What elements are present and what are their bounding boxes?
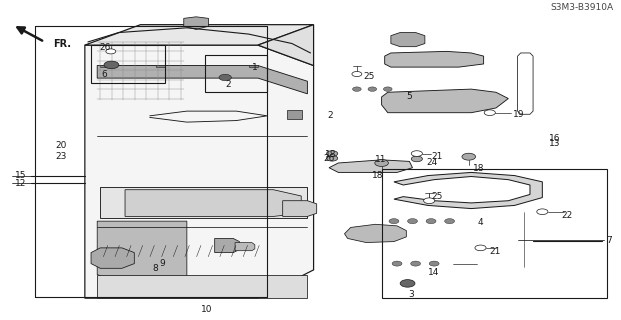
Circle shape [424, 198, 435, 204]
Text: 16: 16 [548, 134, 560, 143]
Text: 3: 3 [408, 290, 414, 299]
Circle shape [445, 219, 455, 224]
Text: 21: 21 [431, 152, 442, 161]
Circle shape [426, 219, 436, 224]
Text: 24: 24 [427, 157, 438, 166]
Circle shape [462, 153, 476, 160]
Text: 18: 18 [325, 150, 337, 159]
Polygon shape [381, 89, 509, 113]
Circle shape [353, 87, 361, 91]
Polygon shape [394, 172, 542, 209]
Text: 2: 2 [225, 80, 231, 89]
Circle shape [411, 151, 422, 156]
Circle shape [411, 156, 422, 162]
Polygon shape [97, 66, 307, 94]
Text: 11: 11 [376, 155, 387, 164]
Text: S3M3-B3910A: S3M3-B3910A [550, 3, 614, 12]
Text: 9: 9 [159, 259, 165, 268]
Polygon shape [384, 52, 484, 67]
Polygon shape [85, 25, 314, 45]
Text: 25: 25 [363, 72, 374, 81]
Circle shape [537, 209, 548, 214]
Polygon shape [184, 17, 209, 29]
Circle shape [368, 87, 377, 91]
Text: FR.: FR. [53, 38, 71, 49]
Polygon shape [329, 160, 412, 172]
Polygon shape [85, 45, 314, 298]
Polygon shape [235, 243, 255, 251]
Circle shape [352, 71, 362, 76]
Text: 12: 12 [15, 179, 26, 188]
Text: 22: 22 [561, 211, 572, 220]
Polygon shape [283, 201, 317, 216]
Bar [206, 54, 267, 92]
Polygon shape [215, 238, 240, 252]
Circle shape [104, 61, 119, 69]
Text: 8: 8 [153, 264, 158, 273]
Polygon shape [101, 187, 307, 218]
Text: 2: 2 [327, 111, 333, 120]
Circle shape [375, 160, 388, 166]
Text: 13: 13 [548, 139, 560, 148]
Circle shape [392, 261, 402, 266]
Circle shape [400, 280, 415, 287]
Polygon shape [258, 25, 314, 66]
Text: 10: 10 [201, 305, 212, 314]
Text: 4: 4 [478, 218, 483, 227]
Text: 7: 7 [606, 236, 612, 245]
Circle shape [327, 156, 338, 161]
Text: 20: 20 [56, 141, 67, 150]
Circle shape [389, 219, 399, 224]
Circle shape [219, 74, 232, 81]
Text: 25: 25 [431, 192, 442, 201]
Polygon shape [101, 65, 109, 67]
Polygon shape [156, 65, 165, 67]
Text: 21: 21 [490, 246, 501, 255]
Circle shape [410, 261, 420, 266]
Text: 26: 26 [323, 155, 334, 164]
Circle shape [429, 261, 439, 266]
Text: 18: 18 [373, 171, 384, 180]
Bar [381, 169, 607, 298]
Text: 6: 6 [102, 70, 107, 79]
Circle shape [484, 110, 496, 116]
Polygon shape [248, 65, 258, 67]
Circle shape [407, 219, 417, 224]
Text: 1: 1 [252, 63, 258, 72]
Polygon shape [97, 221, 187, 292]
Circle shape [327, 151, 338, 156]
Text: 5: 5 [406, 92, 412, 101]
Circle shape [475, 245, 486, 251]
Text: 26: 26 [99, 43, 111, 52]
Text: 23: 23 [56, 152, 67, 161]
Polygon shape [391, 33, 425, 47]
Text: 18: 18 [473, 164, 484, 173]
Text: 19: 19 [514, 110, 525, 119]
Text: 14: 14 [428, 268, 439, 276]
Bar [91, 45, 165, 83]
Polygon shape [125, 190, 301, 216]
Polygon shape [91, 248, 134, 268]
Circle shape [383, 87, 392, 91]
Polygon shape [345, 224, 406, 243]
Bar [287, 110, 302, 119]
Polygon shape [97, 275, 307, 298]
Text: 15: 15 [15, 171, 27, 180]
Circle shape [106, 49, 116, 54]
